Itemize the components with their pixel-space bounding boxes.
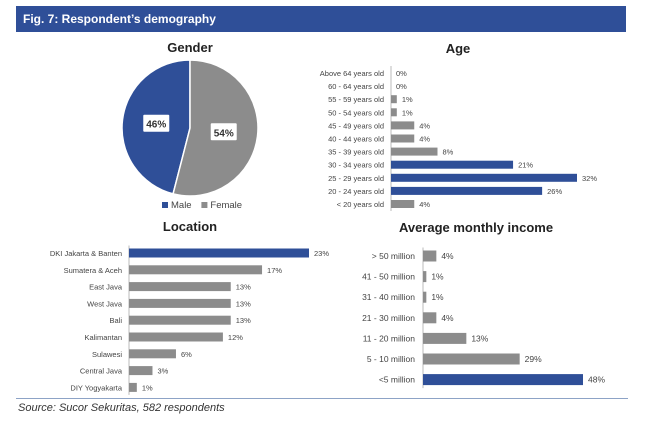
income-bar xyxy=(423,271,427,283)
age-bar xyxy=(391,160,514,169)
income-category-label: 41 - 50 million xyxy=(362,272,415,282)
legend-label-male: Male xyxy=(171,200,192,211)
age-value-label: 0% xyxy=(396,82,407,91)
footer-divider xyxy=(16,398,628,399)
location-category-label: Central Java xyxy=(80,367,123,376)
age-category-label: 25 - 29 years old xyxy=(328,174,384,183)
location-category-label: Bali xyxy=(109,316,122,325)
age-category-label: 30 - 34 years old xyxy=(328,161,384,170)
age-value-label: 4% xyxy=(419,135,430,144)
income-category-label: > 50 million xyxy=(372,251,416,261)
age-chart-title: Age xyxy=(446,41,471,56)
location-chart-title: Location xyxy=(163,219,217,234)
pie-label-box-male xyxy=(143,114,170,132)
income-bar xyxy=(423,291,427,303)
age-value-label: 21% xyxy=(518,161,533,170)
age-category-label: 35 - 39 years old xyxy=(328,148,384,157)
gender-chart-title: Gender xyxy=(167,40,213,55)
age-category-label: 55 - 59 years old xyxy=(328,95,384,104)
location-value-label: 3% xyxy=(157,367,168,376)
location-bar xyxy=(129,298,231,308)
location-category-label: Kalimantan xyxy=(84,333,122,342)
age-bar xyxy=(391,95,397,104)
income-bar xyxy=(423,312,437,324)
location-value-label: 13% xyxy=(236,299,251,308)
location-bar xyxy=(129,282,231,292)
location-category-label: DKI Jakarta & Banten xyxy=(50,249,122,258)
age-category-label: 45 - 49 years old xyxy=(328,121,384,130)
income-bar xyxy=(423,332,467,344)
age-value-label: 26% xyxy=(547,187,562,196)
income-value-label: 4% xyxy=(441,313,454,323)
age-value-label: 4% xyxy=(419,121,430,130)
income-category-label: 31 - 40 million xyxy=(362,292,415,302)
age-value-label: 0% xyxy=(396,69,407,78)
age-value-label: 32% xyxy=(582,174,597,183)
income-value-label: 48% xyxy=(588,375,605,385)
figure-title: Fig. 7: Respondent’s demography xyxy=(23,12,216,26)
source-note: Source: Sucor Sekuritas, 582 respondents xyxy=(18,402,225,414)
location-value-label: 12% xyxy=(228,333,243,342)
income-value-label: 1% xyxy=(431,292,444,302)
location-bar xyxy=(129,382,137,392)
location-value-label: 17% xyxy=(267,266,282,275)
location-value-label: 1% xyxy=(142,383,153,392)
income-bar xyxy=(423,250,437,262)
age-value-label: 8% xyxy=(443,148,454,157)
location-bar xyxy=(129,315,231,325)
age-bar xyxy=(391,173,577,182)
legend-swatch-female xyxy=(201,202,208,208)
location-bar xyxy=(129,349,176,359)
location-value-label: 23% xyxy=(314,249,329,258)
location-bar xyxy=(129,248,309,258)
pie-value-label-male: 46% xyxy=(146,120,166,131)
legend-label-female: Female xyxy=(210,200,242,211)
income-category-label: 5 - 10 million xyxy=(367,354,415,364)
age-category-label: 50 - 54 years old xyxy=(328,108,384,117)
income-category-label: 21 - 30 million xyxy=(362,313,415,323)
age-bar xyxy=(391,186,543,195)
age-value-label: 1% xyxy=(402,108,413,117)
income-value-label: 1% xyxy=(431,272,444,282)
income-value-label: 29% xyxy=(525,354,542,364)
age-bar xyxy=(391,108,397,117)
age-value-label: 4% xyxy=(419,200,430,209)
age-bar xyxy=(391,147,438,156)
income-value-label: 13% xyxy=(471,333,488,343)
age-category-label: Above 64 years old xyxy=(320,69,384,78)
legend-swatch-male xyxy=(162,202,168,208)
location-category-label: Sumatera & Aceh xyxy=(64,266,122,275)
income-bar xyxy=(423,374,583,386)
location-category-label: Sulawesi xyxy=(92,350,122,359)
location-category-label: East Java xyxy=(89,283,123,292)
location-bar xyxy=(129,265,263,275)
income-bar xyxy=(423,353,520,365)
age-bar xyxy=(391,200,415,208)
location-value-label: 13% xyxy=(236,283,251,292)
location-bar xyxy=(129,366,153,376)
pie-label-box-female xyxy=(210,123,237,141)
income-chart-title: Average monthly income xyxy=(399,220,553,235)
income-category-label: <5 million xyxy=(379,375,415,385)
age-category-label: 20 - 24 years old xyxy=(328,187,384,196)
age-category-label: < 20 years old xyxy=(337,200,384,209)
location-value-label: 6% xyxy=(181,350,192,359)
location-bar xyxy=(129,332,223,342)
location-category-label: DIY Yogyakarta xyxy=(70,383,122,392)
income-category-label: 11 - 20 million xyxy=(363,333,416,343)
location-category-label: West Java xyxy=(87,299,123,308)
location-value-label: 13% xyxy=(236,316,251,325)
pie-value-label-female: 54% xyxy=(214,128,234,139)
figure-header: Fig. 7: Respondent’s demography xyxy=(16,6,626,32)
income-value-label: 4% xyxy=(441,251,454,261)
age-category-label: 60 - 64 years old xyxy=(328,82,384,91)
age-category-label: 40 - 44 years old xyxy=(328,135,384,144)
age-value-label: 1% xyxy=(402,95,413,104)
age-bar xyxy=(391,121,415,130)
age-bar xyxy=(391,134,415,143)
